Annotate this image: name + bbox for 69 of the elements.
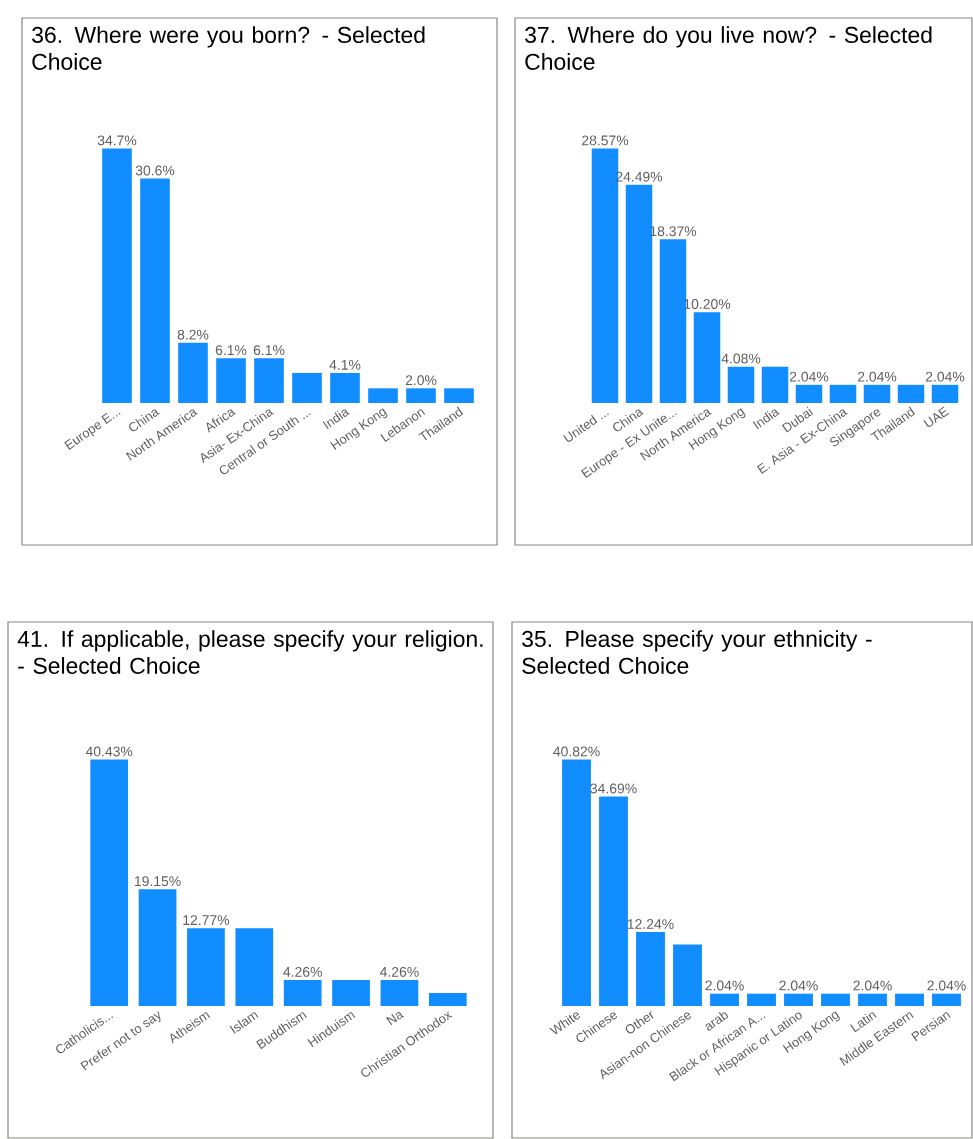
bar	[178, 342, 208, 403]
bar	[761, 366, 789, 403]
x-tick-label: Islam	[229, 1012, 259, 1034]
bar	[863, 384, 891, 403]
bar	[727, 366, 755, 403]
x-tick-label: Na	[386, 1012, 404, 1026]
bar	[90, 759, 129, 1006]
x-tick-label: UAE	[923, 406, 950, 427]
bar	[897, 384, 925, 403]
bar	[330, 372, 360, 403]
chart-title: 41. If applicable, please specify your religion. - Selected Choice	[17, 630, 483, 674]
bar	[599, 796, 628, 1006]
data-label: 4.26%	[379, 966, 419, 977]
data-label: 28.57%	[582, 135, 629, 146]
data-label: 2.0%	[405, 375, 437, 386]
data-label: 40.43%	[85, 746, 133, 757]
bar	[858, 993, 887, 1006]
data-label: 4.08%	[721, 353, 761, 364]
data-label: 34.7%	[97, 135, 137, 146]
data-label: 12.24%	[627, 919, 674, 929]
data-label: 6.1%	[215, 345, 247, 356]
data-label: 8.2%	[177, 329, 209, 340]
bar	[140, 178, 170, 403]
data-label: 2.04%	[779, 980, 818, 991]
bar	[102, 148, 132, 403]
bar	[380, 980, 419, 1006]
data-label: 40.82%	[553, 746, 600, 757]
bar	[406, 388, 436, 403]
chart-title: 35. Please specify your ethnicity - Selected Choice	[522, 630, 872, 674]
data-label: 2.04%	[789, 371, 829, 382]
x-tick-label: India	[322, 409, 350, 430]
bar	[636, 932, 665, 1006]
bar	[254, 358, 284, 403]
bar	[444, 388, 474, 403]
bar	[710, 993, 739, 1006]
data-label: 19.15%	[134, 876, 181, 887]
chart-title: 37. Where do you live now? - Selected Choice	[525, 26, 932, 70]
bar	[332, 980, 370, 1006]
bar	[368, 388, 398, 403]
x-tick-label: India	[752, 409, 780, 430]
data-label: 2.04%	[857, 371, 897, 382]
bar	[784, 993, 813, 1006]
bar	[821, 993, 850, 1006]
bar	[138, 889, 177, 1006]
bar	[693, 312, 721, 403]
bar	[216, 358, 246, 403]
bar	[673, 944, 702, 1006]
data-label: 30.6%	[135, 165, 175, 176]
bar	[283, 980, 322, 1006]
bar	[187, 928, 225, 1006]
bar	[747, 993, 776, 1006]
data-label: 4.1%	[329, 359, 361, 370]
bar	[562, 759, 591, 1006]
bar	[428, 993, 467, 1006]
data-label: 2.04%	[927, 980, 966, 991]
bar	[235, 928, 274, 1006]
bar	[895, 993, 924, 1006]
bar	[932, 993, 961, 1006]
chart-title: 36. Where were you born? - Selected Choice	[32, 26, 425, 70]
bar	[829, 384, 857, 403]
bar	[931, 384, 959, 403]
data-label: 4.26%	[283, 966, 322, 977]
bar	[795, 384, 823, 403]
data-label: 2.04%	[853, 980, 892, 991]
data-label: 12.77%	[183, 915, 230, 925]
data-label: 2.04%	[925, 371, 965, 382]
data-label: 2.04%	[705, 980, 744, 991]
bar	[292, 372, 322, 403]
data-label: 6.1%	[253, 345, 285, 356]
